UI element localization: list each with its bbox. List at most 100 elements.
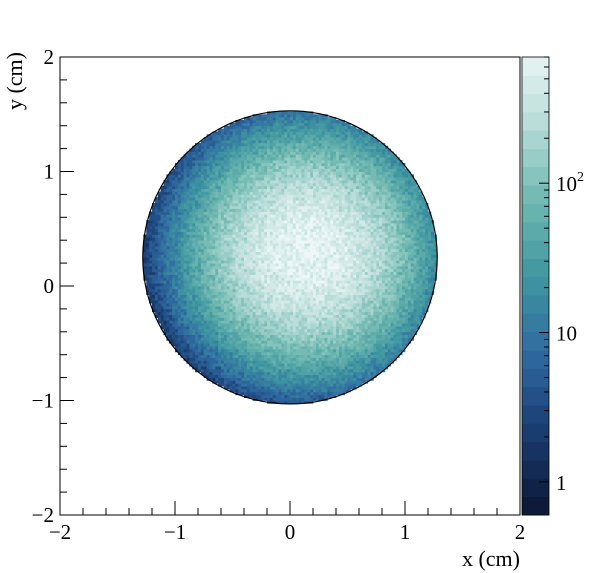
heatmap-cell [198,271,202,275]
heatmap-cell [350,274,354,278]
heatmap-cell [390,306,394,310]
heatmap-cell [353,320,357,324]
heatmap-cell [244,360,248,364]
heatmap-cell [341,314,345,318]
heatmap-cell [249,297,253,301]
heatmap-cell [198,234,202,238]
heatmap-cell [304,394,308,398]
heatmap-cell [209,334,213,338]
heatmap-cell [376,317,380,321]
heatmap-cell [396,323,400,327]
heatmap-cell [272,280,276,284]
heatmap-cell [422,234,426,238]
heatmap-cell [376,306,380,310]
heatmap-cell [292,237,297,241]
heatmap-cell [200,243,205,247]
heatmap-cell [341,291,345,295]
heatmap-cell [410,331,414,336]
heatmap-cell [310,397,314,401]
heatmap-cell [195,337,199,341]
heatmap-cell [157,311,161,315]
heatmap-cell [223,291,228,295]
heatmap-cell [281,340,285,344]
heatmap-cell [413,257,417,261]
heatmap-cell [373,346,377,350]
heatmap-cell [298,371,302,376]
heatmap-cell [295,234,299,238]
heatmap-cell [218,354,222,358]
heatmap-cell [264,245,268,250]
heatmap-cell [321,286,325,290]
heatmap-cell [212,271,216,275]
heatmap-cell [384,268,389,273]
heatmap-cell [370,237,374,241]
heatmap-cell [163,331,167,336]
heatmap-cell [301,363,305,367]
heatmap-cell [146,283,150,287]
heatmap-cell [212,343,216,347]
heatmap-cell [249,380,253,384]
heatmap-cell [284,257,288,261]
heatmap-cell [304,340,308,344]
heatmap-cell [390,337,394,341]
heatmap-cell [373,254,377,258]
heatmap-cell [361,348,366,353]
heatmap-cell [249,394,253,398]
heatmap-cell [321,271,325,275]
heatmap-cell [163,260,167,264]
heatmap-cell [175,297,179,301]
heatmap-cell [422,274,426,278]
heatmap-cell [407,320,412,324]
heatmap-cell [215,286,219,290]
heatmap-cell [356,286,360,290]
heatmap-cell [347,320,351,324]
heatmap-cell [344,386,348,390]
heatmap-cell [163,257,167,261]
heatmap-cell [350,357,354,361]
heatmap-cell [192,260,196,264]
heatmap-cell [407,291,412,295]
heatmap-cell [356,271,360,275]
heatmap-cell [215,300,219,304]
heatmap-cell [344,283,348,287]
heatmap-cell [313,340,317,344]
heatmap-cell [258,297,262,301]
heatmap-cell [425,240,429,244]
heatmap-cell [221,268,225,273]
heatmap-cell [235,351,239,356]
heatmap-cell [304,314,308,318]
heatmap-cell [307,288,311,293]
heatmap-cell [238,377,242,381]
heatmap-cell [315,391,320,396]
heatmap-cell [221,357,225,361]
heatmap-cell [143,263,147,267]
heatmap-cell [272,288,276,293]
heatmap-cell [269,351,274,356]
heatmap-cell [238,257,242,261]
heatmap-cell [315,323,320,327]
heatmap-cell [373,337,377,341]
heatmap-cell [287,369,291,373]
heatmap-cell [347,297,351,301]
heatmap-cell [209,351,213,356]
heatmap-cell [241,351,245,356]
heatmap-cell [264,274,268,278]
heatmap-cell [275,360,279,364]
heatmap-cell [370,308,374,313]
heatmap-cell [379,294,383,298]
heatmap-cell [226,245,230,250]
heatmap-cell [189,280,193,284]
heatmap-cell [232,389,236,393]
heatmap-cell [221,303,225,307]
heatmap-cell [258,314,262,318]
heatmap-cell [310,348,314,353]
heatmap-cell [218,251,222,255]
heatmap-cell [241,369,245,373]
heatmap-cell [175,257,179,261]
heatmap-cell [341,389,345,393]
heatmap-cell [267,337,271,341]
heatmap-cell [221,286,225,290]
heatmap-cell [272,369,276,373]
heatmap-cell [203,320,207,324]
heatmap-cell [327,340,331,344]
